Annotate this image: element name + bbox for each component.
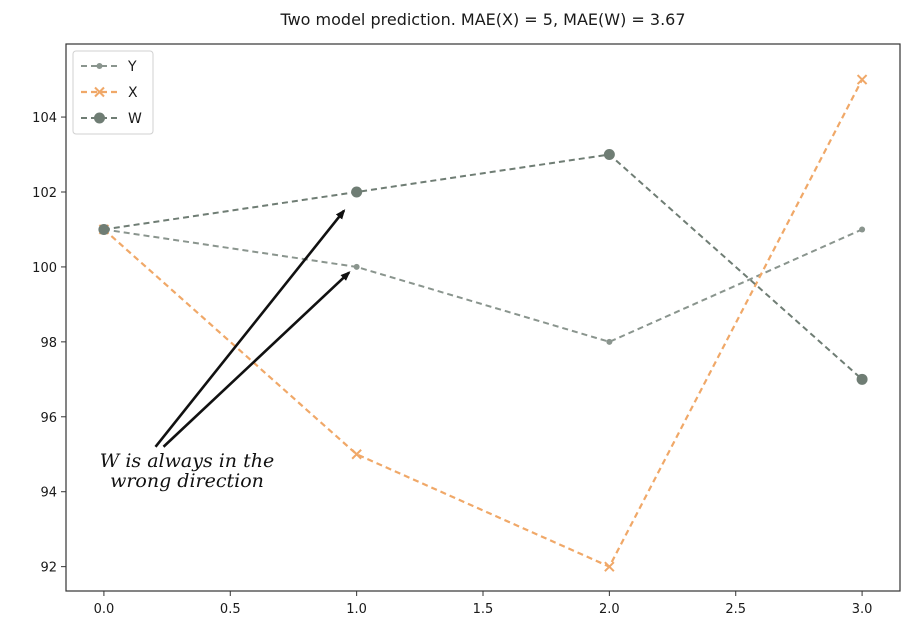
y-axis: 92 94 96 98 100 102 104 xyxy=(32,111,66,576)
data-point-X xyxy=(351,449,362,460)
legend-item-W: W xyxy=(81,111,142,127)
y-tick-label: 96 xyxy=(40,411,57,426)
plot-area: 0.0 0.5 1.0 1.5 2.0 2.5 3.0 92949698100102104 … xyxy=(32,43,901,617)
legend-marker xyxy=(94,86,105,98)
y-tick-label: 104 xyxy=(32,111,57,126)
y-tick-label: 92 xyxy=(40,561,57,576)
data-point-W xyxy=(603,149,615,161)
annotation-arrow xyxy=(154,209,346,448)
x-marker-stroke xyxy=(351,449,362,460)
axes-frame xyxy=(65,43,901,592)
data-point-W xyxy=(98,223,110,235)
legend: YXW xyxy=(72,50,154,135)
legend-marker xyxy=(96,63,103,69)
x-marker-stroke xyxy=(604,561,615,572)
legend-marker xyxy=(94,112,105,124)
x-marker-stroke xyxy=(94,86,105,98)
legend-item-Y: Y xyxy=(81,59,137,75)
legend-label: X xyxy=(128,85,138,101)
annotation: W is always in the wrong direction xyxy=(100,209,351,492)
y-tick-label: 94 xyxy=(40,486,57,501)
series-line-Y xyxy=(103,228,863,343)
chart-title: Two model prediction. MAE(X) = 5, MAE(W)… xyxy=(279,10,685,29)
x-tick-label: 0.0 xyxy=(94,602,115,617)
x-axis: 0.0 0.5 1.0 1.5 2.0 2.5 3.0 xyxy=(94,591,873,617)
annotation-line-2: wrong direction xyxy=(110,470,264,492)
x-tick-label: 2.0 xyxy=(599,602,620,617)
x-tick-label: 0.5 xyxy=(220,602,241,617)
data-point-Y xyxy=(353,263,360,270)
series-layer xyxy=(98,74,868,572)
data-point-Y xyxy=(606,338,613,345)
data-point-W xyxy=(351,186,363,198)
data-point-Y xyxy=(859,226,866,233)
y-tick-label: 100 xyxy=(32,261,57,276)
x-marker-stroke xyxy=(856,74,868,85)
series-line-W xyxy=(103,153,863,381)
y-tick-label: 98 xyxy=(40,336,57,351)
legend-label: W xyxy=(128,111,142,127)
legend-item-X: X xyxy=(81,85,138,101)
annotation-line-1: W is always in the xyxy=(100,450,274,472)
x-tick-label: 2.5 xyxy=(725,602,746,617)
data-point-X xyxy=(856,74,868,85)
x-tick-label: 1.5 xyxy=(473,602,494,617)
data-point-W xyxy=(856,373,868,385)
annotation-arrow xyxy=(162,271,351,448)
data-point-X xyxy=(604,561,615,572)
series-line-X xyxy=(103,79,864,569)
y-tick-label: 102 xyxy=(32,186,57,201)
legend-label: Y xyxy=(127,59,137,75)
x-tick-label: 1.0 xyxy=(346,602,367,617)
x-tick-label: 3.0 xyxy=(852,602,873,617)
